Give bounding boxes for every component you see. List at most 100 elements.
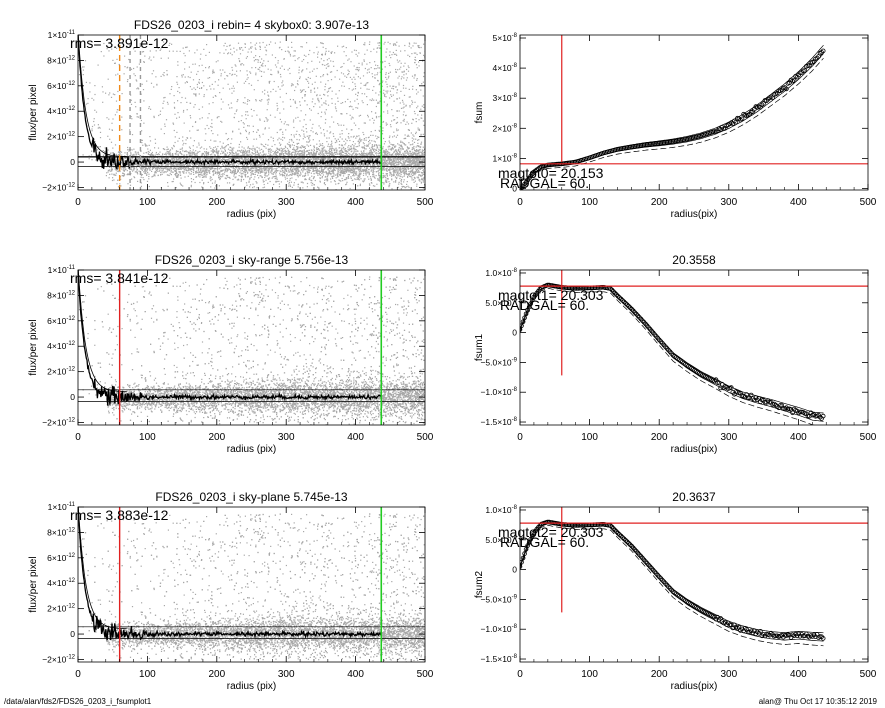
scatter-point	[180, 102, 182, 104]
scatter-point	[99, 127, 101, 129]
scatter-point	[329, 126, 331, 128]
scatter-point	[382, 154, 384, 156]
scatter-point	[242, 168, 245, 170]
scatter-point	[182, 160, 185, 162]
scatter-point	[403, 70, 405, 72]
scatter-point	[173, 106, 176, 108]
scatter-point	[316, 163, 319, 165]
scatter-point	[152, 175, 154, 177]
scatter-point	[359, 139, 362, 141]
scatter-point	[369, 139, 371, 141]
scatter-point	[377, 72, 379, 74]
scatter-point	[188, 50, 190, 52]
scatter-point	[389, 97, 391, 99]
scatter-point	[416, 170, 418, 172]
scatter-point	[298, 57, 300, 59]
scatter-point	[372, 160, 374, 162]
scatter-point	[306, 186, 308, 188]
scatter-point	[327, 143, 330, 145]
scatter-point	[189, 173, 191, 175]
scatter-point	[340, 170, 342, 172]
scatter-point	[349, 169, 351, 171]
scatter-point	[150, 108, 152, 110]
scatter-point	[402, 172, 405, 174]
scatter-point	[398, 144, 400, 146]
scatter-point	[186, 81, 188, 83]
scatter-point	[407, 129, 409, 131]
scatter-point	[417, 166, 419, 168]
scatter-point	[327, 95, 329, 97]
scatter-point	[291, 84, 293, 86]
scatter-point	[281, 152, 283, 155]
scatter-point	[417, 127, 419, 129]
scatter-point	[412, 157, 415, 159]
scatter-point	[289, 144, 291, 146]
scatter-point	[375, 144, 377, 146]
scatter-point	[260, 75, 263, 77]
scatter-point	[247, 51, 249, 53]
scatter-point	[321, 177, 323, 179]
scatter-point	[413, 179, 415, 181]
scatter-point	[256, 59, 258, 61]
scatter-point	[206, 173, 208, 176]
scatter-point	[206, 124, 208, 127]
scatter-point	[343, 85, 345, 87]
scatter-point	[186, 109, 188, 111]
scatter-point	[254, 157, 256, 159]
scatter-point	[180, 183, 182, 186]
scatter-point	[305, 123, 307, 126]
scatter-point	[254, 59, 257, 61]
scatter-point	[417, 162, 419, 164]
scatter-point	[276, 178, 278, 181]
scatter-point	[313, 157, 315, 159]
scatter-point	[307, 62, 309, 64]
scatter-point	[307, 174, 309, 176]
scatter-point	[121, 175, 123, 177]
scatter-point	[350, 118, 352, 120]
scatter-point	[244, 97, 246, 99]
scatter-point	[206, 163, 208, 165]
scatter-point	[416, 79, 418, 81]
scatter-point	[324, 155, 326, 157]
scatter-point	[187, 76, 189, 78]
scatter-point	[141, 158, 143, 160]
scatter-point	[403, 143, 405, 145]
scatter-point	[404, 144, 406, 146]
scatter-point	[361, 62, 363, 64]
scatter-point	[239, 53, 242, 55]
scatter-point	[407, 173, 410, 175]
scatter-point	[285, 92, 287, 95]
scatter-point	[134, 75, 136, 77]
scatter-point	[140, 167, 142, 169]
scatter-point	[361, 155, 363, 157]
scatter-point	[287, 152, 289, 154]
scatter-point	[328, 50, 330, 52]
scatter-point	[224, 78, 226, 80]
scatter-point	[398, 153, 400, 155]
scatter-point	[146, 180, 149, 182]
scatter-point	[296, 143, 298, 145]
scatter-point	[272, 172, 274, 174]
scatter-point	[355, 149, 357, 151]
scatter-point	[409, 43, 411, 45]
scatter-point	[260, 157, 262, 159]
scatter-point	[417, 105, 419, 107]
scatter-point	[176, 76, 178, 78]
scatter-point	[103, 55, 105, 57]
scatter-point	[188, 170, 190, 172]
scatter-point	[302, 154, 304, 156]
scatter-point	[239, 60, 241, 63]
scatter-point	[271, 164, 273, 166]
scatter-point	[379, 82, 381, 85]
scatter-point	[252, 186, 254, 189]
scatter-point	[207, 77, 209, 79]
scatter-point	[257, 59, 260, 61]
scatter-point	[376, 145, 378, 147]
scatter-point	[210, 88, 212, 90]
scatter-point	[304, 174, 307, 176]
scatter-point	[351, 157, 353, 159]
scatter-point	[267, 119, 269, 121]
scatter-point	[382, 146, 384, 148]
scatter-point	[258, 68, 260, 70]
scatter-point	[423, 176, 425, 179]
